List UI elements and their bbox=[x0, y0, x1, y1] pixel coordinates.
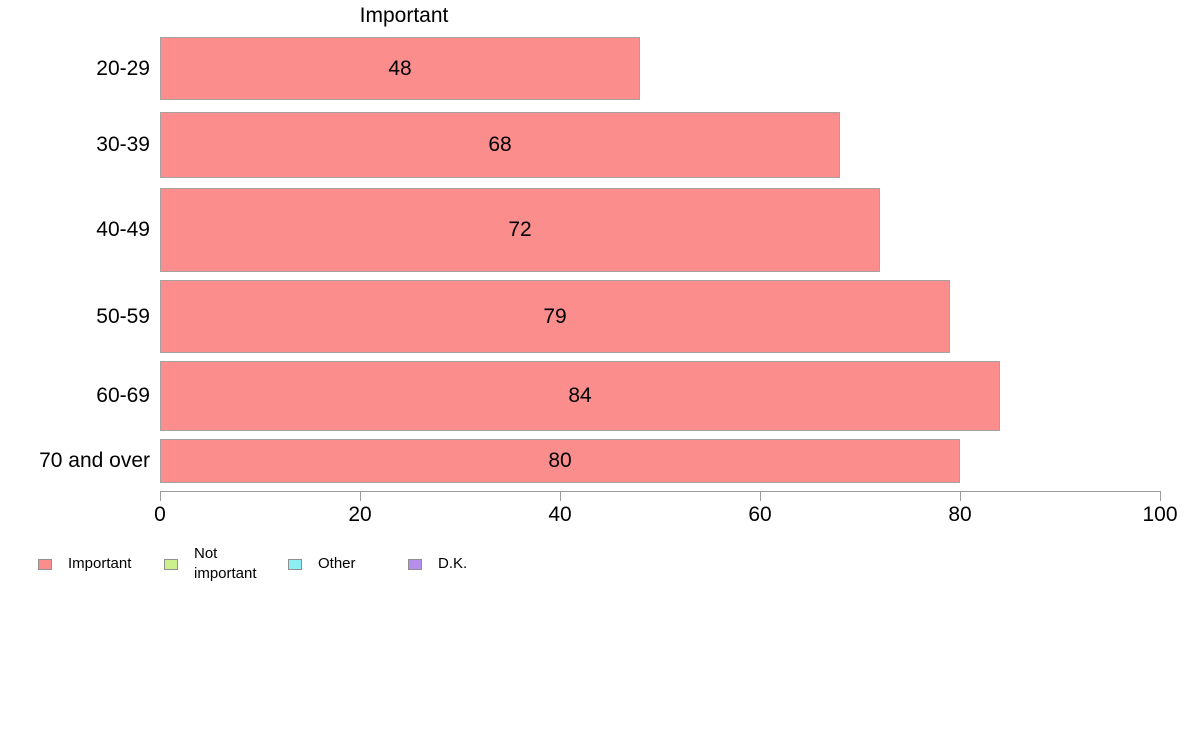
x-axis-line bbox=[160, 491, 1160, 492]
bar: 79 bbox=[160, 280, 950, 353]
axis-tick bbox=[960, 491, 961, 501]
legend-swatch bbox=[38, 558, 52, 570]
axis-tick-label: 80 bbox=[948, 503, 972, 526]
axis-tick bbox=[360, 491, 361, 501]
axis-tick-label: 20 bbox=[348, 503, 372, 526]
axis-tick-label: 100 bbox=[1142, 503, 1178, 526]
axis-tick bbox=[560, 491, 561, 501]
legend-label: Not important bbox=[194, 544, 257, 582]
bar: 68 bbox=[160, 112, 840, 178]
bar-value-label: 79 bbox=[543, 304, 567, 328]
legend-swatch bbox=[164, 558, 178, 570]
chart-title: Important bbox=[359, 4, 449, 27]
axis-tick-label: 40 bbox=[548, 503, 572, 526]
legend-swatch bbox=[288, 558, 302, 570]
legend-item-important: Important bbox=[38, 541, 131, 587]
bar: 72 bbox=[160, 188, 880, 272]
legend-label: D.K. bbox=[438, 554, 468, 572]
axis-tick bbox=[1160, 491, 1161, 501]
category-label: 30-39 bbox=[96, 133, 150, 156]
bar: 80 bbox=[160, 439, 960, 483]
category-label: 70 and over bbox=[39, 449, 150, 472]
legend-item-not-important: Not important bbox=[164, 541, 274, 587]
axis-tick bbox=[760, 491, 761, 501]
category-label: 20-29 bbox=[96, 56, 150, 80]
legend: Important Not important Other D.K. bbox=[0, 541, 1188, 587]
bar: 84 bbox=[160, 361, 1000, 431]
bar-value-label: 80 bbox=[548, 449, 572, 472]
axis-tick-label: 0 bbox=[154, 503, 166, 526]
bar-value-label: 68 bbox=[488, 133, 512, 156]
bar-value-label: 48 bbox=[388, 56, 412, 80]
legend-item-other: Other bbox=[288, 541, 356, 587]
legend-item-d-k: D.K. bbox=[408, 541, 467, 587]
category-label: 60-69 bbox=[96, 384, 150, 407]
category-label: 40-49 bbox=[96, 218, 150, 241]
legend-label: Other bbox=[318, 554, 356, 572]
category-label: 50-59 bbox=[96, 304, 150, 328]
legend-swatch bbox=[408, 558, 422, 570]
axis-tick bbox=[160, 491, 161, 501]
bar: 48 bbox=[160, 37, 640, 100]
legend-label: Important bbox=[68, 554, 132, 572]
bar-value-label: 84 bbox=[568, 384, 592, 407]
bar-value-label: 72 bbox=[508, 218, 532, 241]
axis-tick-label: 60 bbox=[748, 503, 772, 526]
